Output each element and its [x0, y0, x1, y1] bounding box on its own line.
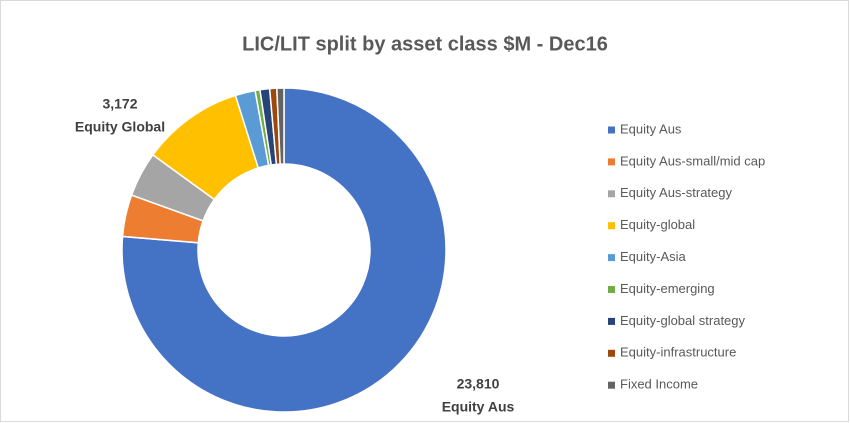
legend-label: Equity-global strategy	[620, 313, 746, 328]
donut-slice	[121, 87, 447, 413]
legend-swatch	[608, 126, 615, 134]
donut-slice	[276, 87, 285, 165]
legend-label: Fixed Income	[620, 377, 698, 392]
legend-label: Equity Aus-strategy	[620, 185, 732, 200]
legend-swatch	[608, 349, 615, 357]
data-label-name: Equity Global	[75, 119, 165, 135]
legend-swatch	[608, 254, 615, 262]
legend-swatch	[608, 317, 615, 325]
legend-label: Equity Aus-small/mid cap	[620, 153, 765, 168]
legend-swatch	[608, 158, 615, 166]
legend-label: Equity-Asia	[620, 249, 687, 264]
chart-title: LIC/LIT split by asset class $M - Dec16	[242, 33, 608, 55]
legend-swatch	[608, 222, 615, 230]
data-label-name: Equity Aus	[442, 399, 515, 415]
legend-label: Equity-global	[620, 217, 695, 232]
legend-label: Equity Aus	[620, 121, 682, 136]
data-label: 23,810	[457, 376, 500, 392]
data-label: 3,172	[102, 96, 137, 112]
legend-label: Equity-infrastructure	[620, 345, 736, 360]
legend-label: Equity-emerging	[620, 281, 715, 296]
legend-swatch	[608, 286, 615, 293]
legend-swatch	[608, 190, 615, 198]
legend-swatch	[608, 381, 615, 389]
